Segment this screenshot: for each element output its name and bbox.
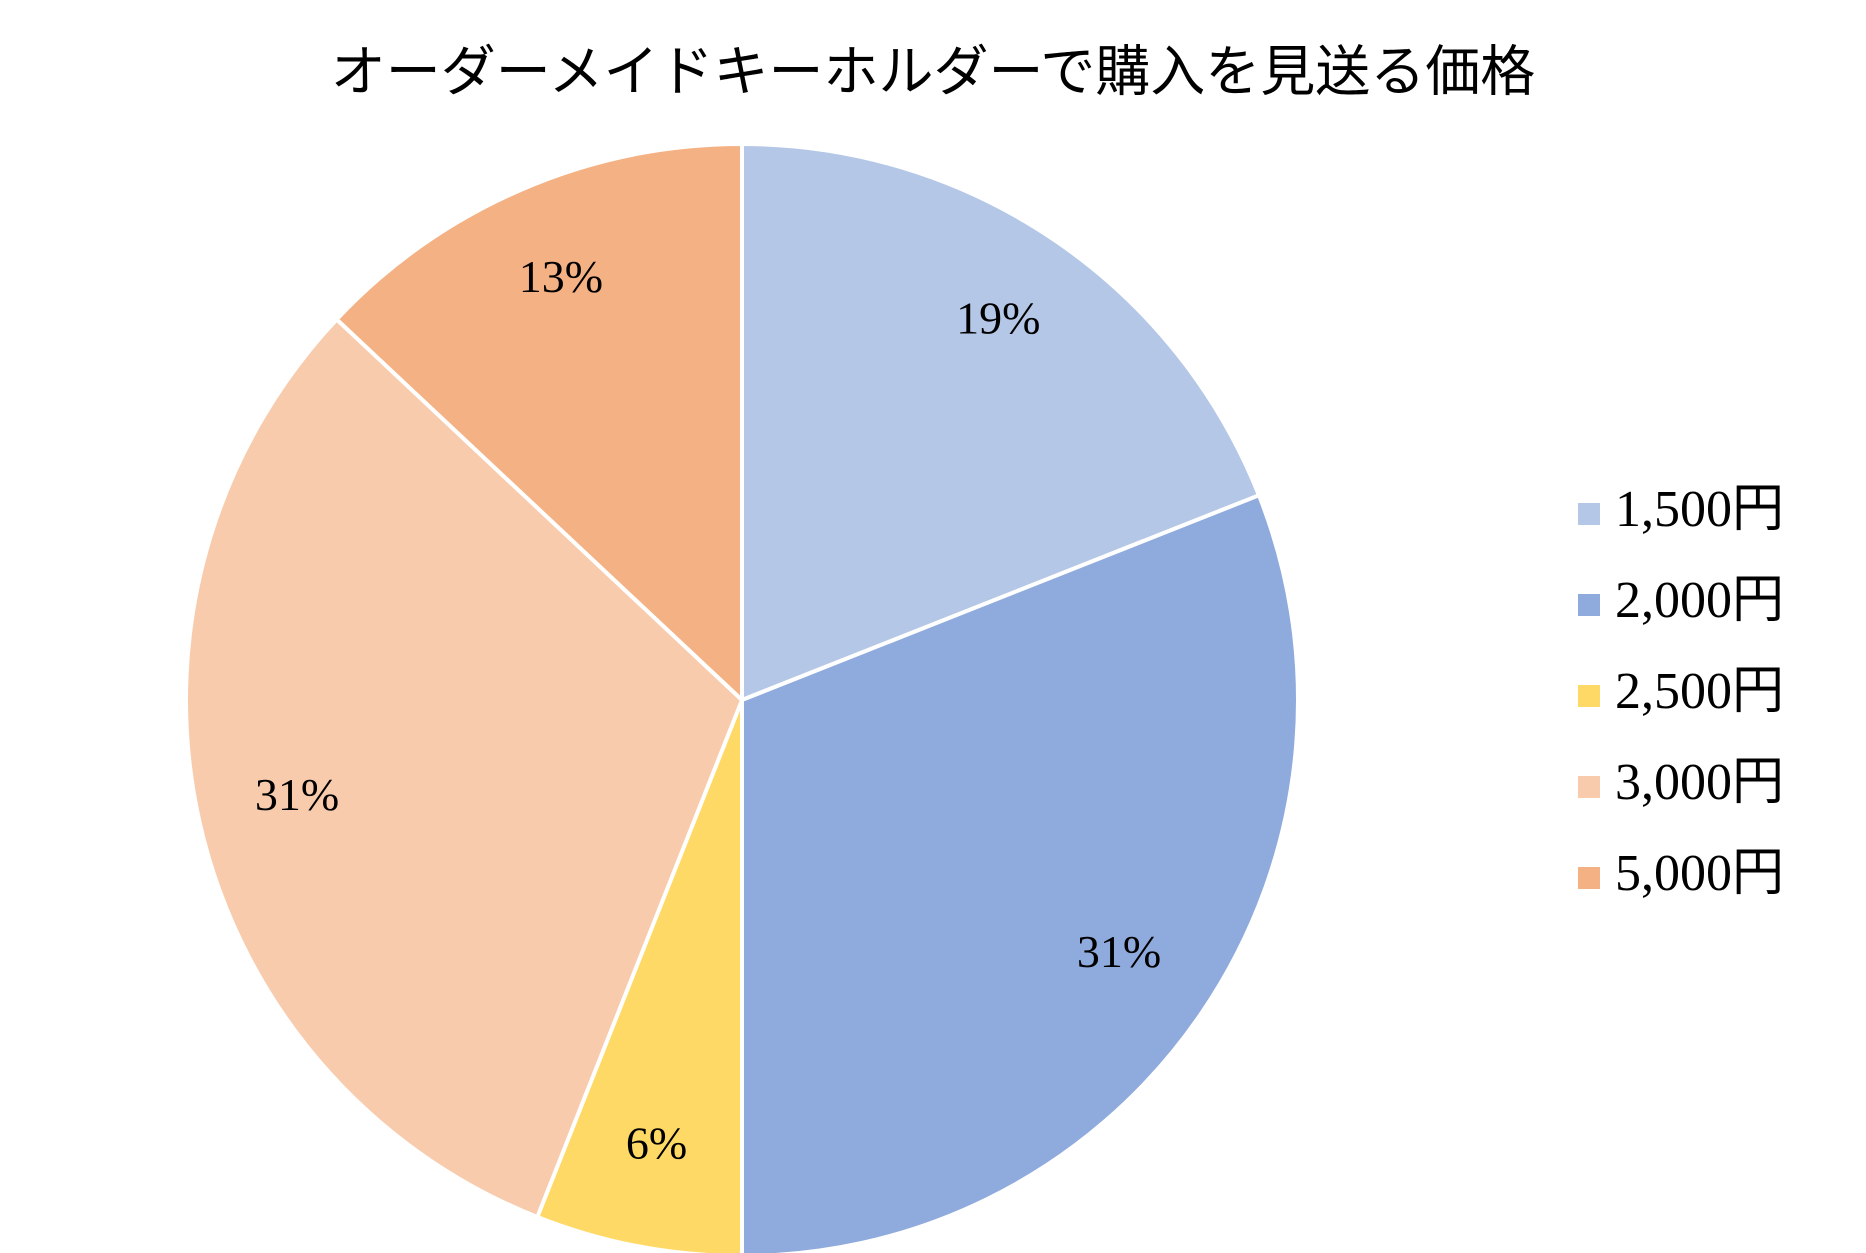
pie-slice <box>740 492 1300 1253</box>
legend-label: 3,000円 <box>1615 754 1784 811</box>
pie-slice <box>534 699 744 1253</box>
legend-swatch <box>1578 685 1600 707</box>
data-label: 6% <box>626 1117 687 1168</box>
pie-slice <box>184 316 745 1220</box>
data-label: 13% <box>519 251 603 302</box>
pie-slice <box>740 141 1262 703</box>
pie-slice <box>333 141 744 705</box>
legend-label: 2,500円 <box>1615 663 1784 720</box>
legend-swatch <box>1578 503 1600 525</box>
legend-swatch <box>1578 867 1600 889</box>
legend-swatch <box>1578 594 1600 616</box>
chart-title: オーダーメイドキーホルダーで購入を見送る価格 <box>331 42 1536 103</box>
data-label: 31% <box>255 769 339 820</box>
legend-label: 2,000円 <box>1615 572 1784 629</box>
legend-label: 1,500円 <box>1615 481 1784 538</box>
data-label: 31% <box>1077 926 1161 977</box>
legend-label: 5,000円 <box>1615 845 1784 902</box>
legend-swatch <box>1578 776 1600 798</box>
data-label: 19% <box>956 292 1040 343</box>
